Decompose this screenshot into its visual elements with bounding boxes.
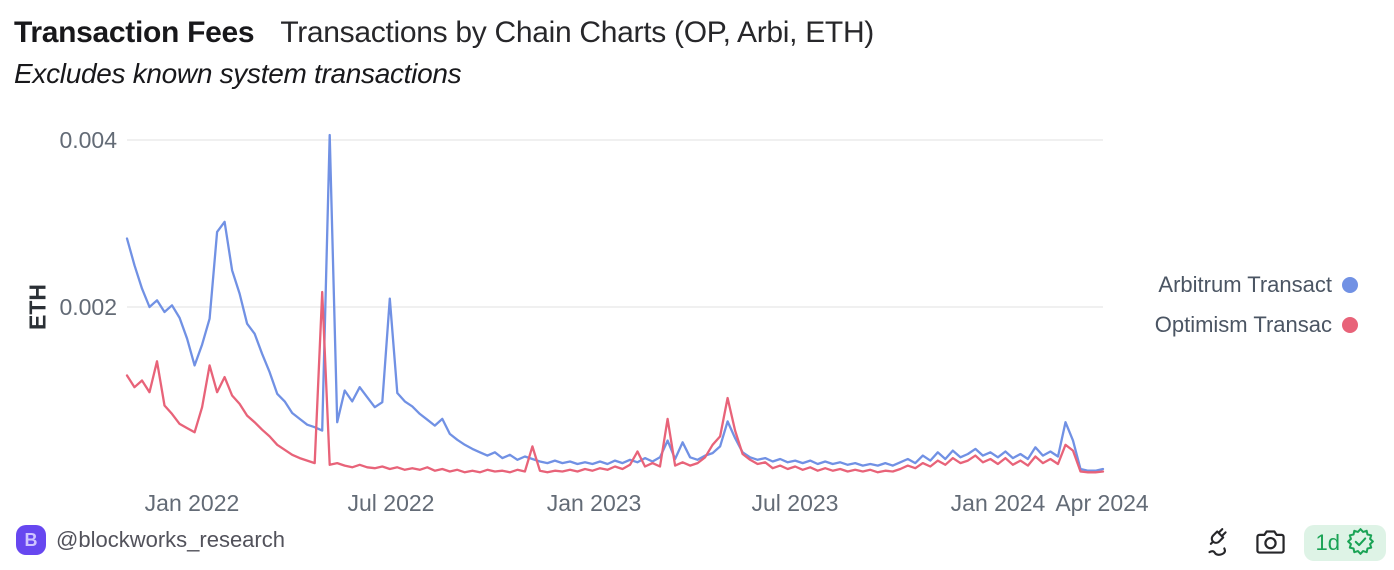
data-age-label: 1d bbox=[1315, 529, 1340, 555]
legend-item-arbitrum[interactable]: Arbitrum Transact bbox=[1158, 272, 1358, 298]
embed-plug-button[interactable] bbox=[1201, 521, 1237, 564]
x-axis-tick: Jul 2022 bbox=[348, 490, 435, 516]
legend-item-optimism[interactable]: Optimism Transac bbox=[1155, 312, 1358, 338]
x-axis-tick: Jan 2023 bbox=[547, 490, 642, 516]
x-axis-tick: Apr 2024 bbox=[1055, 490, 1149, 516]
attribution: B @blockworks_research bbox=[16, 525, 285, 555]
optimism-line-series bbox=[125, 290, 1105, 474]
legend-label-optimism: Optimism Transac bbox=[1154, 312, 1332, 337]
y-axis-tick: 0.002 bbox=[59, 294, 117, 320]
page-title-suffix: Transactions by Chain Charts (OP, Arbi, … bbox=[280, 16, 874, 49]
title-bar: Transaction Fees Transactions by Chain C… bbox=[14, 16, 874, 50]
verified-seal-icon bbox=[1347, 527, 1374, 558]
legend-dot-arbitrum-icon bbox=[1342, 277, 1358, 293]
x-axis-tick: Jan 2024 bbox=[951, 490, 1046, 516]
arbitrum-line-series bbox=[125, 133, 1105, 472]
chart-subtitle: Excludes known system transactions bbox=[14, 58, 462, 89]
x-axis-tick: Jul 2023 bbox=[751, 490, 838, 516]
plug-icon bbox=[1203, 523, 1235, 562]
x-axis-tick: Jan 2022 bbox=[145, 490, 240, 516]
blockworks-logo-icon: B bbox=[16, 525, 46, 555]
data-freshness-badge[interactable]: 1d bbox=[1303, 524, 1386, 561]
snapshot-camera-button[interactable] bbox=[1253, 525, 1288, 561]
y-axis-title: ETH bbox=[24, 284, 51, 330]
page-title: Transaction Fees bbox=[14, 16, 255, 49]
attribution-handle: @blockworks_research bbox=[56, 527, 285, 552]
legend-dot-optimism-icon bbox=[1342, 317, 1358, 333]
footer-actions: 1d bbox=[1201, 521, 1386, 564]
legend-label-arbitrum: Arbitrum Transact bbox=[1158, 272, 1332, 297]
chart-legend: Arbitrum Transact Optimism Transac bbox=[1155, 272, 1358, 338]
y-axis-tick: 0.004 bbox=[59, 127, 117, 153]
camera-icon bbox=[1255, 527, 1286, 559]
